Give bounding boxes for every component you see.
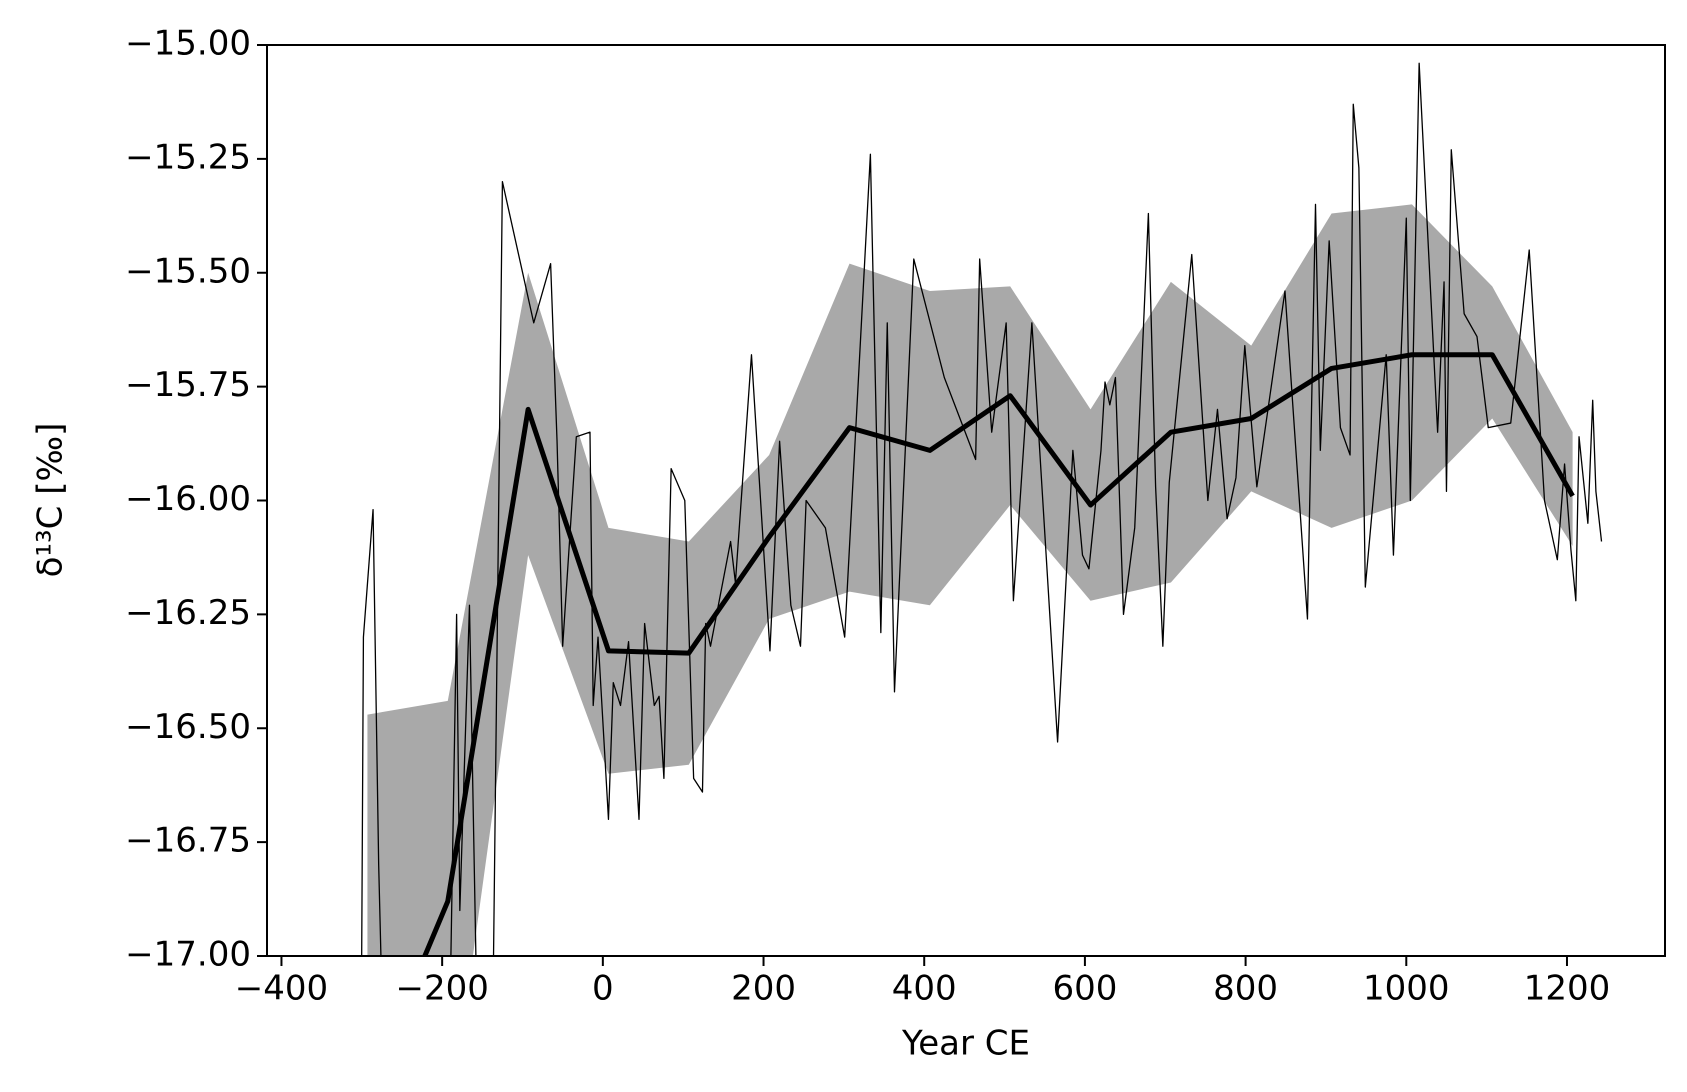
y-axis-label: δ¹³C [‰]	[31, 423, 71, 578]
y-tick-label: −15.25	[125, 137, 251, 177]
y-tick-label: −16.50	[125, 707, 251, 747]
plot-area	[361, 62, 1603, 956]
x-tick-label: 1000	[1363, 969, 1450, 1009]
series-line	[361, 62, 1603, 956]
y-tick-label: −16.75	[125, 821, 251, 861]
y-tick-label: −16.00	[125, 479, 251, 519]
x-tick-label: 800	[1213, 969, 1278, 1009]
y-tick-label: −15.50	[125, 251, 251, 291]
x-tick-label: −200	[395, 969, 488, 1009]
y-tick-label: −16.25	[125, 593, 251, 633]
x-tick-label: 1200	[1524, 969, 1611, 1009]
x-tick-label: 200	[731, 969, 796, 1009]
y-tick-label: −17.00	[125, 935, 251, 975]
y-tick-label: −15.00	[125, 24, 251, 64]
x-tick-label: 400	[892, 969, 957, 1009]
x-tick-label: 0	[592, 969, 614, 1009]
confidence-band	[367, 204, 1573, 956]
y-tick-label: −15.75	[125, 365, 251, 405]
series-line	[422, 352, 1575, 956]
x-axis-label: Year CE	[901, 1024, 1030, 1064]
x-tick-label: 600	[1052, 969, 1117, 1009]
x-tick-label: −400	[235, 969, 328, 1009]
